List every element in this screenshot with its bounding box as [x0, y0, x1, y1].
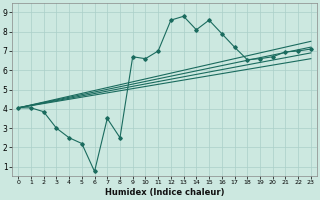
X-axis label: Humidex (Indice chaleur): Humidex (Indice chaleur)	[105, 188, 224, 197]
